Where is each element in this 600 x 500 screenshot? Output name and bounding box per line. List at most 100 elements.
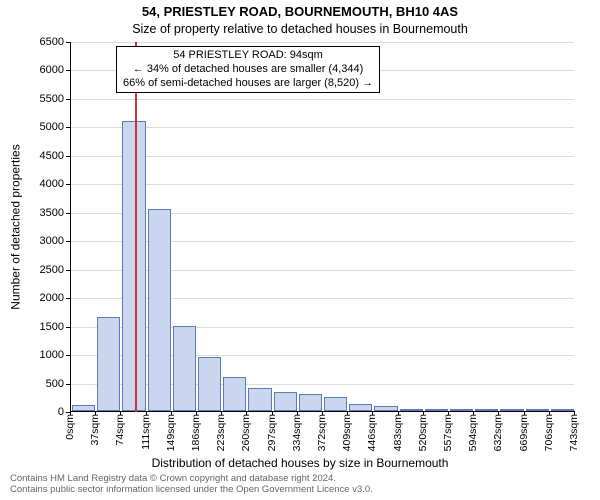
- x-tick-mark: [120, 411, 121, 415]
- x-tick-mark: [423, 411, 424, 415]
- x-tick-label: 74sqm: [114, 414, 126, 446]
- y-tick-label: 500: [24, 378, 64, 390]
- x-tick-mark: [524, 411, 525, 415]
- y-tick-label: 2500: [24, 264, 64, 276]
- x-tick-label: 409sqm: [341, 414, 353, 451]
- y-tick-label: 2000: [24, 292, 64, 304]
- x-tick-label: 334sqm: [291, 414, 303, 451]
- bar: [324, 397, 347, 411]
- x-tick-label: 483sqm: [392, 414, 404, 451]
- gridline: [71, 42, 574, 43]
- chart-container: 54, PRIESTLEY ROAD, BOURNEMOUTH, BH10 4A…: [0, 0, 600, 500]
- bar: [97, 317, 120, 411]
- x-tick-mark: [372, 411, 373, 415]
- y-tick-label: 6500: [24, 36, 64, 48]
- y-tick-label: 3500: [24, 207, 64, 219]
- chart-title: 54, PRIESTLEY ROAD, BOURNEMOUTH, BH10 4A…: [0, 4, 600, 19]
- y-tick-label: 4500: [24, 150, 64, 162]
- bar: [400, 409, 423, 411]
- x-tick-mark: [246, 411, 247, 415]
- x-tick-mark: [347, 411, 348, 415]
- x-axis-label: Distribution of detached houses by size …: [0, 456, 600, 470]
- x-tick-mark: [473, 411, 474, 415]
- x-tick-label: 149sqm: [165, 414, 177, 451]
- x-tick-label: 594sqm: [467, 414, 479, 451]
- y-tick-label: 4000: [24, 178, 64, 190]
- y-tick-label: 0: [24, 406, 64, 418]
- x-tick-label: 743sqm: [568, 414, 580, 451]
- y-tick-label: 1500: [24, 321, 64, 333]
- bar: [450, 409, 473, 411]
- y-tick-label: 3000: [24, 235, 64, 247]
- x-tick-mark: [398, 411, 399, 415]
- footer-line: Contains public sector information licen…: [10, 485, 373, 496]
- x-tick-label: 297sqm: [266, 414, 278, 451]
- x-tick-label: 0sqm: [64, 414, 76, 440]
- bar: [223, 377, 246, 411]
- bar: [198, 357, 221, 411]
- x-tick-mark: [448, 411, 449, 415]
- x-tick-mark: [322, 411, 323, 415]
- bar: [72, 405, 95, 411]
- x-tick-label: 186sqm: [190, 414, 202, 451]
- bar: [173, 326, 196, 411]
- gridline: [71, 270, 574, 271]
- bar: [374, 406, 397, 411]
- annotation-line: ← 34% of detached houses are smaller (4,…: [123, 63, 373, 77]
- x-tick-mark: [196, 411, 197, 415]
- x-tick-label: 557sqm: [442, 414, 454, 451]
- bar: [349, 404, 372, 411]
- y-tick-label: 6000: [24, 64, 64, 76]
- x-tick-mark: [221, 411, 222, 415]
- gridline: [71, 241, 574, 242]
- x-tick-mark: [171, 411, 172, 415]
- x-tick-mark: [574, 411, 575, 415]
- x-tick-label: 111sqm: [140, 414, 152, 450]
- x-tick-label: 706sqm: [543, 414, 555, 451]
- footer-attribution: Contains HM Land Registry data © Crown c…: [10, 474, 373, 496]
- bar: [500, 409, 523, 411]
- bar: [248, 388, 271, 411]
- x-tick-mark: [70, 411, 71, 415]
- x-tick-mark: [95, 411, 96, 415]
- annotation-line: 66% of semi-detached houses are larger (…: [123, 77, 373, 91]
- x-tick-mark: [549, 411, 550, 415]
- gridline: [71, 298, 574, 299]
- chart-subtitle: Size of property relative to detached ho…: [0, 22, 600, 36]
- annotation-box: 54 PRIESTLEY ROAD: 94sqm ← 34% of detach…: [116, 46, 380, 93]
- x-tick-mark: [272, 411, 273, 415]
- gridline: [71, 156, 574, 157]
- gridline: [71, 127, 574, 128]
- annotation-line: 54 PRIESTLEY ROAD: 94sqm: [123, 49, 373, 63]
- x-tick-label: 446sqm: [366, 414, 378, 451]
- x-tick-label: 223sqm: [215, 414, 227, 451]
- x-tick-label: 260sqm: [240, 414, 252, 451]
- bar: [274, 392, 297, 411]
- plot-area: 54 PRIESTLEY ROAD: 94sqm ← 34% of detach…: [70, 42, 574, 412]
- y-tick-label: 5000: [24, 121, 64, 133]
- gridline: [71, 99, 574, 100]
- x-tick-label: 669sqm: [518, 414, 530, 451]
- marker-line: [135, 42, 137, 412]
- bar: [425, 409, 448, 411]
- bar: [551, 409, 574, 411]
- x-tick-mark: [297, 411, 298, 415]
- gridline: [71, 355, 574, 356]
- gridline: [71, 327, 574, 328]
- bar: [299, 394, 322, 411]
- bar: [475, 409, 498, 411]
- x-tick-label: 37sqm: [89, 414, 101, 446]
- bar: [526, 409, 549, 411]
- x-tick-label: 372sqm: [316, 414, 328, 451]
- y-axis-label: Number of detached properties: [8, 42, 24, 412]
- gridline: [71, 184, 574, 185]
- gridline: [71, 213, 574, 214]
- y-tick-label: 1000: [24, 349, 64, 361]
- bar: [148, 209, 171, 411]
- y-tick-label: 5500: [24, 93, 64, 105]
- x-tick-mark: [498, 411, 499, 415]
- x-tick-mark: [146, 411, 147, 415]
- x-tick-label: 520sqm: [417, 414, 429, 451]
- gridline: [71, 384, 574, 385]
- x-tick-label: 632sqm: [492, 414, 504, 451]
